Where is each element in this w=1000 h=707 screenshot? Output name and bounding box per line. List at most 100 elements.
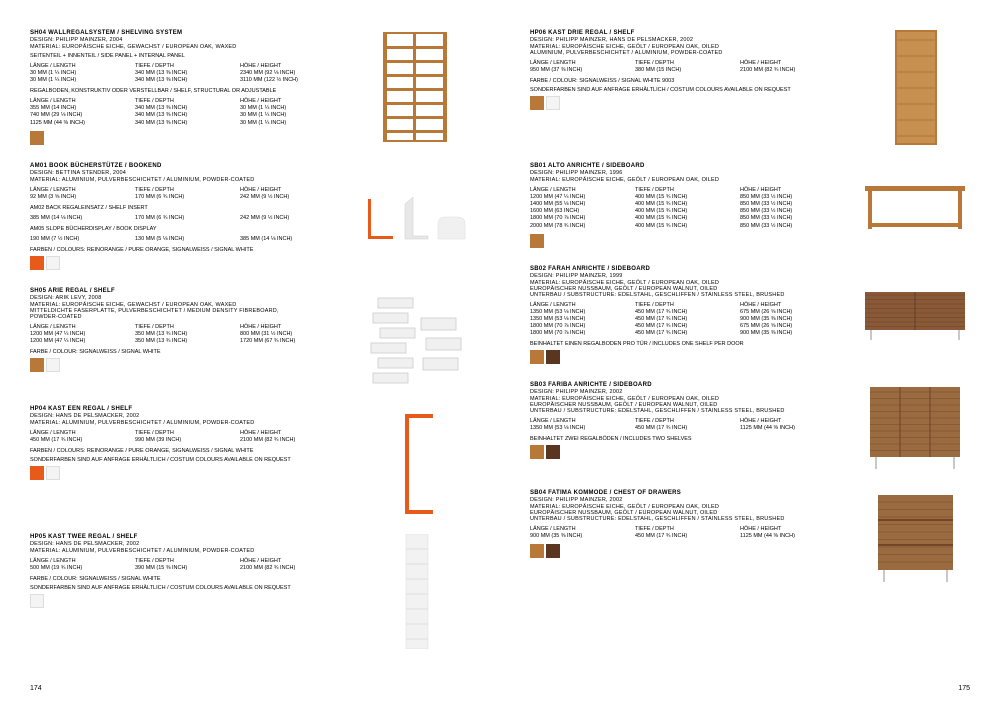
col-header: TIEFE / DEPTH — [635, 302, 740, 308]
col-header: HÖHE / HEIGHT — [240, 324, 345, 330]
col-header: HÖHE / HEIGHT — [740, 60, 845, 66]
spec-cell: 1125 MM (44 ⅜ INCH) — [740, 533, 845, 540]
spec-cell: 400 MM (15 ¾ INCH) — [635, 208, 740, 215]
col-header: HÖHE / HEIGHT — [240, 187, 345, 193]
col-header: TIEFE / DEPTH — [135, 187, 240, 193]
product-design: DESIGN: PHILIPP MAINZER, 2002 — [530, 389, 845, 395]
spec-cell: 400 MM (15 ¾ INCH) — [635, 215, 740, 222]
col-header: TIEFE / DEPTH — [135, 430, 240, 436]
col-header: TIEFE / DEPTH — [135, 558, 240, 564]
spec-cell: 340 MM (13 ⅜ INCH) — [135, 105, 240, 112]
spec-cell: 340 MM (13 ⅜ INCH) — [135, 70, 240, 77]
product-material: MATERIAL: EUROPÄISCHE EICHE, GEÖLT / EUR… — [530, 280, 845, 298]
product-image — [360, 163, 470, 270]
product-block: AM01 BOOK BÜCHERSTÜTZE / BOOKEND DESIGN:… — [30, 163, 470, 270]
spec-cell: 1400 MM (55 ⅛ INCH) — [530, 201, 635, 208]
spec-cell: 450 MM (17 ¾ INCH) — [635, 309, 740, 316]
spec-cell: 30 MM (1 ¼ INCH) — [240, 105, 345, 112]
col-header: LÄNGE / LENGTH — [530, 60, 635, 66]
spec-cell: 170 MM (6 ¾ INCH) — [135, 194, 240, 201]
spec-cell: 340 MM (13 ⅜ INCH) — [135, 120, 240, 127]
swatch — [30, 131, 44, 145]
product-info: SB03 FARIBA ANRICHTE / SIDEBOARD DESIGN:… — [530, 382, 860, 472]
page-number-left: 174 — [30, 685, 42, 692]
product-title: HP06 KAST DRIE REGAL / SHELF — [530, 30, 845, 36]
spec-cell: 190 MM (7 ½ INCH) — [30, 236, 135, 243]
product-title: HP04 KAST EEN REGAL / SHELF — [30, 406, 345, 412]
swatch — [546, 96, 560, 110]
spec-cell: 675 MM (26 ⅝ INCH) — [740, 323, 845, 330]
col-header: HÖHE / HEIGHT — [740, 302, 845, 308]
col-header: LÄNGE / LENGTH — [530, 526, 635, 532]
spec-cell: 850 MM (33 ½ INCH) — [740, 215, 845, 222]
spec-cell: 450 MM (17 ¾ INCH) — [635, 533, 740, 540]
spec-cell: 800 MM (31 ½ INCH) — [240, 331, 345, 338]
section-label: SEITENTEIL + INNENTEIL / SIDE PANEL + IN… — [30, 53, 345, 59]
spec-cell: 450 MM (17 ¾ INCH) — [635, 323, 740, 330]
col-header: LÄNGE / LENGTH — [30, 187, 135, 193]
product-note: SONDERFARBEN SIND AUF ANFRAGE ERHÄLTLICH… — [30, 457, 345, 463]
product-title: HP05 KAST TWEE REGAL / SHELF — [30, 534, 345, 540]
swatch — [530, 234, 544, 248]
spec-cell: 2000 MM (78 ¾ INCH) — [530, 223, 635, 230]
spec-cell: 1125 MM (44 ⅜ INCH) — [740, 425, 845, 432]
spec-cell: 30 MM (1 ¼ INCH) — [30, 77, 135, 84]
col-header: TIEFE / DEPTH — [635, 418, 740, 424]
spec-cell: 242 MM (9 ½ INCH) — [240, 194, 345, 201]
swatch — [30, 594, 44, 608]
spec-cell: 740 MM (29 ⅛ INCH) — [30, 112, 135, 119]
product-title: AM01 BOOK BÜCHERSTÜTZE / BOOKEND — [30, 163, 345, 169]
col-header: HÖHE / HEIGHT — [240, 558, 345, 564]
product-block: HP05 KAST TWEE REGAL / SHELF DESIGN: HAN… — [30, 534, 470, 649]
spec-cell: 450 MM (17 ¾ INCH) — [635, 425, 740, 432]
col-header: TIEFE / DEPTH — [635, 187, 740, 193]
spec-cell: 450 MM (17 ¾ INCH) — [635, 330, 740, 337]
spec-cell: 30 MM (1 ¼ INCH) — [240, 112, 345, 119]
color-swatches — [530, 234, 845, 248]
spec-cell: 350 MM (13 ¾ INCH) — [135, 331, 240, 338]
swatch — [546, 350, 560, 364]
spec-table: LÄNGE / LENGTH1200 MM (47 ¼ INCH)1200 MM… — [30, 324, 345, 345]
color-swatches — [530, 350, 845, 364]
product-material: MATERIAL: ALUMINIUM, PULVERBESCHICHTET /… — [30, 548, 345, 554]
product-image — [860, 30, 970, 145]
spec-cell: 950 MM (37 ⅜ INCH) — [530, 67, 635, 74]
product-material: MATERIAL: ALUMINIUM, PULVERBESCHICHTET /… — [30, 177, 345, 183]
product-note: BEINHALTET EINEN REGALBODEN PRO TÜR / IN… — [530, 341, 845, 347]
color-swatches — [30, 466, 345, 480]
spec-cell: 1125 MM (44 ⅜ INCH) — [30, 120, 135, 127]
col-header: TIEFE / DEPTH — [635, 60, 740, 66]
product-block: SH05 ARIE REGAL / SHELF DESIGN: ARIK LEV… — [30, 288, 470, 388]
product-info: AM01 BOOK BÜCHERSTÜTZE / BOOKEND DESIGN:… — [30, 163, 360, 270]
spec-cell: 900 MM (35 ⅜ INCH) — [530, 533, 635, 540]
swatch — [46, 466, 60, 480]
spec-table: LÄNGE / LENGTH450 MM (17 ¾ INCH)TIEFE / … — [30, 430, 345, 444]
product-image — [860, 163, 970, 248]
product-block: SB02 FARAH ANRICHTE / SIDEBOARD DESIGN: … — [530, 266, 970, 365]
col-header: HÖHE / HEIGHT — [740, 187, 845, 193]
col-header: HÖHE / HEIGHT — [240, 430, 345, 436]
spec-cell: 1800 MM (70 ⅞ INCH) — [530, 330, 635, 337]
spec-cell: 1350 MM (53 ⅛ INCH) — [530, 425, 635, 432]
spec-cell: 1350 MM (53 ⅛ INCH) — [530, 316, 635, 323]
product-design: DESIGN: BETTINA STENDER, 2004 — [30, 170, 345, 176]
spec-cell: 400 MM (15 ¾ INCH) — [635, 223, 740, 230]
product-image — [360, 30, 470, 145]
color-swatches — [30, 131, 345, 145]
product-note: FARBE / COLOUR: SIGNALWEISS / SIGNAL WHI… — [30, 576, 345, 582]
spec-table: LÄNGE / LENGTH92 MM (3 ⅝ INCH)TIEFE / DE… — [30, 187, 345, 201]
col-header: TIEFE / DEPTH — [135, 324, 240, 330]
swatch — [46, 256, 60, 270]
product-design: DESIGN: PHILIPP MAINZER, 2002 — [530, 497, 845, 503]
spec-cell: 380 MM (15 INCH) — [635, 67, 740, 74]
swatch — [546, 445, 560, 459]
product-title: SH05 ARIE REGAL / SHELF — [30, 288, 345, 294]
product-design: DESIGN: HANS DE PELSMACKER, 2002 — [30, 413, 345, 419]
swatch — [46, 358, 60, 372]
spec-cell: 1200 MM (47 ¼ INCH) — [30, 331, 135, 338]
spec-cell: 390 MM (15 ⅜ INCH) — [135, 565, 240, 572]
spec-cell: 130 MM (5 ⅛ INCH) — [135, 236, 240, 243]
product-material: MATERIAL: ALUMINIUM, PULVERBESCHICHTET /… — [30, 420, 345, 426]
product-material: MATERIAL: EUROPÄISCHE EICHE, GEÖLT / EUR… — [530, 177, 845, 183]
spec-cell: 900 MM (35 ⅜ INCH) — [740, 330, 845, 337]
